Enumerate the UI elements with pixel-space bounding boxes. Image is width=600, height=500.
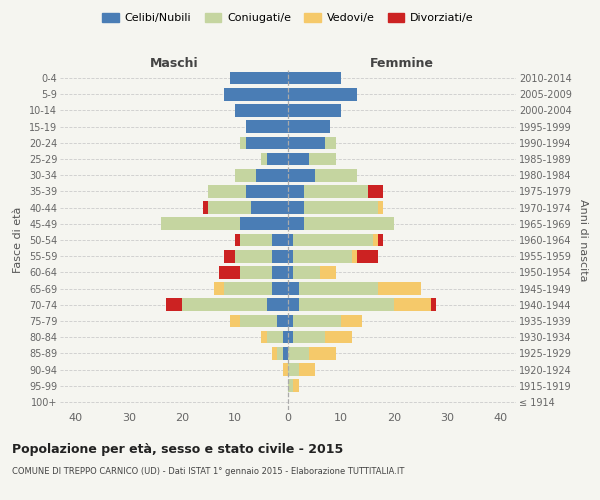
- Bar: [288, 314, 293, 328]
- Bar: [240, 218, 288, 230]
- Bar: [267, 331, 283, 344]
- Bar: [235, 234, 240, 246]
- Bar: [293, 380, 299, 392]
- Bar: [293, 266, 320, 278]
- Text: Maschi: Maschi: [149, 57, 199, 70]
- Bar: [277, 347, 283, 360]
- Bar: [230, 314, 240, 328]
- Bar: [352, 250, 357, 262]
- Bar: [251, 202, 288, 214]
- Bar: [288, 120, 331, 133]
- Bar: [293, 250, 352, 262]
- Bar: [299, 298, 394, 311]
- Bar: [288, 331, 293, 344]
- Bar: [309, 347, 336, 360]
- Bar: [267, 152, 288, 166]
- Bar: [288, 380, 293, 392]
- Bar: [245, 120, 288, 133]
- Bar: [288, 363, 299, 376]
- Bar: [373, 234, 378, 246]
- Bar: [288, 250, 293, 262]
- Bar: [288, 185, 304, 198]
- Y-axis label: Fasce di età: Fasce di età: [13, 207, 23, 273]
- Bar: [224, 282, 272, 295]
- Bar: [272, 250, 288, 262]
- Bar: [304, 218, 394, 230]
- Bar: [245, 185, 288, 198]
- Bar: [288, 347, 309, 360]
- Bar: [309, 152, 336, 166]
- Bar: [288, 104, 341, 117]
- Bar: [314, 169, 357, 181]
- Bar: [288, 298, 299, 311]
- Bar: [288, 266, 293, 278]
- Bar: [283, 331, 288, 344]
- Legend: Celibi/Nubili, Coniugati/e, Vedovi/e, Divorziati/e: Celibi/Nubili, Coniugati/e, Vedovi/e, Di…: [98, 8, 478, 28]
- Bar: [230, 72, 288, 85]
- Bar: [182, 298, 267, 311]
- Bar: [240, 136, 245, 149]
- Bar: [262, 331, 267, 344]
- Bar: [208, 185, 245, 198]
- Bar: [288, 136, 325, 149]
- Bar: [394, 298, 431, 311]
- Bar: [325, 331, 352, 344]
- Bar: [288, 234, 293, 246]
- Bar: [288, 152, 309, 166]
- Bar: [208, 202, 251, 214]
- Bar: [166, 298, 182, 311]
- Bar: [272, 347, 277, 360]
- Bar: [378, 282, 421, 295]
- Bar: [378, 234, 383, 246]
- Bar: [224, 250, 235, 262]
- Bar: [219, 266, 240, 278]
- Bar: [267, 298, 288, 311]
- Bar: [299, 282, 378, 295]
- Y-axis label: Anni di nascita: Anni di nascita: [578, 198, 589, 281]
- Bar: [277, 314, 288, 328]
- Bar: [240, 234, 272, 246]
- Bar: [283, 363, 288, 376]
- Bar: [235, 250, 272, 262]
- Bar: [288, 282, 299, 295]
- Bar: [288, 88, 357, 101]
- Bar: [235, 169, 256, 181]
- Bar: [320, 266, 336, 278]
- Bar: [256, 169, 288, 181]
- Bar: [431, 298, 436, 311]
- Bar: [357, 250, 378, 262]
- Bar: [240, 266, 272, 278]
- Bar: [161, 218, 240, 230]
- Bar: [288, 72, 341, 85]
- Text: COMUNE DI TREPPO CARNICO (UD) - Dati ISTAT 1° gennaio 2015 - Elaborazione TUTTIT: COMUNE DI TREPPO CARNICO (UD) - Dati IST…: [12, 468, 404, 476]
- Bar: [304, 185, 368, 198]
- Bar: [272, 282, 288, 295]
- Bar: [272, 234, 288, 246]
- Bar: [262, 152, 267, 166]
- Bar: [325, 136, 336, 149]
- Text: Popolazione per età, sesso e stato civile - 2015: Popolazione per età, sesso e stato civil…: [12, 442, 343, 456]
- Bar: [288, 218, 304, 230]
- Bar: [299, 363, 314, 376]
- Bar: [304, 202, 378, 214]
- Bar: [272, 266, 288, 278]
- Bar: [293, 314, 341, 328]
- Bar: [341, 314, 362, 328]
- Bar: [203, 202, 208, 214]
- Bar: [368, 185, 383, 198]
- Bar: [214, 282, 224, 295]
- Bar: [293, 234, 373, 246]
- Bar: [245, 136, 288, 149]
- Bar: [293, 331, 325, 344]
- Bar: [235, 104, 288, 117]
- Text: Femmine: Femmine: [370, 57, 434, 70]
- Bar: [288, 169, 314, 181]
- Bar: [224, 88, 288, 101]
- Bar: [288, 202, 304, 214]
- Bar: [240, 314, 277, 328]
- Bar: [378, 202, 383, 214]
- Bar: [283, 347, 288, 360]
